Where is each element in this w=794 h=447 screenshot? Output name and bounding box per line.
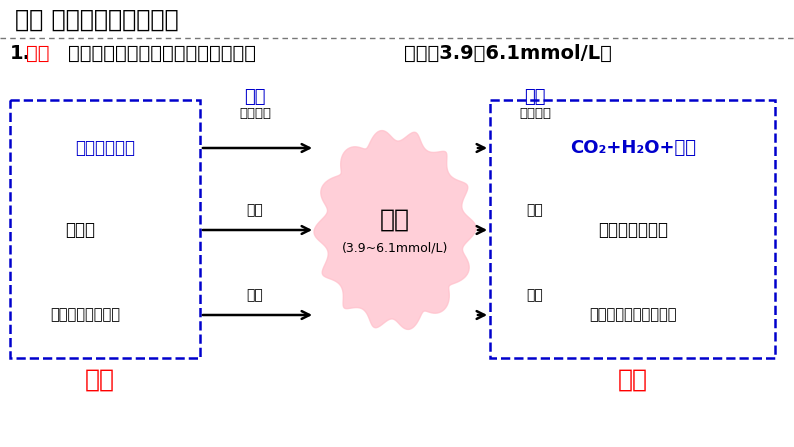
Text: 氧化分解: 氧化分解	[519, 107, 551, 120]
Text: 来源: 来源	[85, 368, 115, 392]
Text: 分解: 分解	[247, 203, 264, 217]
Text: 1.: 1.	[10, 44, 31, 63]
Text: 甘油三酯、某些氨基酸: 甘油三酯、某些氨基酸	[589, 308, 676, 322]
Text: 血糖: 血糖	[26, 44, 49, 63]
Text: 转化: 转化	[526, 288, 543, 302]
Text: 主要: 主要	[524, 88, 545, 106]
Text: 合成: 合成	[526, 203, 543, 217]
Text: 消化吸收: 消化吸收	[239, 107, 271, 120]
Text: 一、 血糖的来源和去路。: 一、 血糖的来源和去路。	[15, 8, 179, 32]
Text: 血糖: 血糖	[380, 208, 410, 232]
Text: 肝糖原、肌糖原: 肝糖原、肌糖原	[598, 221, 668, 239]
Text: 去向: 去向	[618, 368, 648, 392]
Text: 脂肪酸等非糖物质: 脂肪酸等非糖物质	[50, 308, 120, 322]
Text: CO₂+H₂O+能量: CO₂+H₂O+能量	[570, 139, 696, 157]
Text: (3.9~6.1mmol/L): (3.9~6.1mmol/L)	[341, 241, 448, 254]
Text: 正常人3.9～6.1mmol/L。: 正常人3.9～6.1mmol/L。	[404, 44, 612, 63]
Text: 主要: 主要	[245, 88, 266, 106]
Text: 食物中的糖类: 食物中的糖类	[75, 139, 135, 157]
Text: ：血浆中糖类的含量主要是葡萄糖。: ：血浆中糖类的含量主要是葡萄糖。	[68, 44, 256, 63]
Text: 肝糖原: 肝糖原	[65, 221, 95, 239]
Polygon shape	[314, 131, 476, 329]
Text: 转化: 转化	[247, 288, 264, 302]
